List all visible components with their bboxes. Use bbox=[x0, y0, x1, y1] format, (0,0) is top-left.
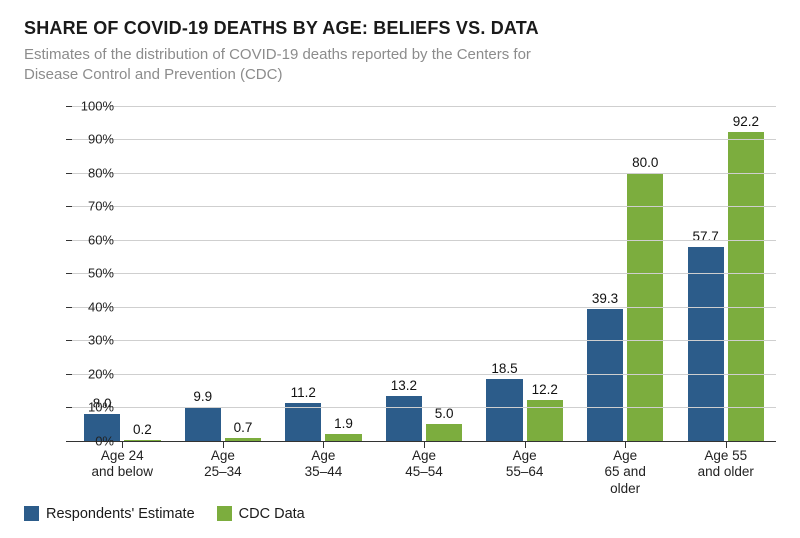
x-tick bbox=[726, 441, 727, 448]
y-axis-label: 30% bbox=[70, 333, 118, 348]
y-axis-label: 40% bbox=[70, 299, 118, 314]
bar-value-label: 1.9 bbox=[334, 416, 353, 431]
x-axis-label: Age35–44 bbox=[273, 442, 374, 500]
legend: Respondents' Estimate CDC Data bbox=[24, 506, 776, 522]
gridline bbox=[72, 307, 776, 308]
x-axis-label: Age 24and below bbox=[72, 442, 173, 500]
bar-value-label: 0.7 bbox=[234, 420, 253, 435]
x-axis-label: Age 55and older bbox=[675, 442, 776, 500]
chart-subtitle: Estimates of the distribution of COVID-1… bbox=[24, 45, 584, 86]
bar-value-label: 5.0 bbox=[435, 406, 454, 421]
y-axis-label: 70% bbox=[70, 199, 118, 214]
x-tick bbox=[323, 441, 324, 448]
y-axis-label: 90% bbox=[70, 132, 118, 147]
gridline bbox=[72, 340, 776, 341]
y-axis-label: 50% bbox=[70, 266, 118, 281]
y-axis-label: 80% bbox=[70, 165, 118, 180]
gridline bbox=[72, 273, 776, 274]
bar-estimate: 18.5 bbox=[486, 379, 522, 441]
bar-estimate: 57.7 bbox=[688, 247, 724, 440]
chart-title: SHARE OF COVID-19 DEATHS BY AGE: BELIEFS… bbox=[24, 18, 776, 39]
bar-estimate: 13.2 bbox=[386, 396, 422, 440]
legend-item: Respondents' Estimate bbox=[24, 506, 195, 522]
bar-value-label: 0.2 bbox=[133, 422, 152, 437]
gridline bbox=[72, 240, 776, 241]
legend-swatch bbox=[24, 506, 39, 521]
x-axis-label: Age45–54 bbox=[374, 442, 475, 500]
bar-value-label: 12.2 bbox=[532, 382, 558, 397]
y-axis-label: 60% bbox=[70, 232, 118, 247]
bar-cdc: 12.2 bbox=[527, 400, 563, 441]
bar-cdc: 0.2 bbox=[124, 440, 160, 441]
bar-value-label: 80.0 bbox=[632, 155, 658, 170]
bar-value-label: 39.3 bbox=[592, 291, 618, 306]
x-axis-label: Age55–64 bbox=[474, 442, 575, 500]
legend-swatch bbox=[217, 506, 232, 521]
bar-estimate: 11.2 bbox=[285, 403, 321, 441]
legend-item: CDC Data bbox=[217, 506, 305, 522]
bar-chart: 8.00.29.90.711.21.913.25.018.512.239.380… bbox=[24, 100, 776, 500]
x-tick bbox=[525, 441, 526, 448]
y-axis-label: 100% bbox=[70, 98, 118, 113]
x-tick bbox=[625, 441, 626, 448]
bar-cdc: 5.0 bbox=[426, 424, 462, 441]
gridline bbox=[72, 374, 776, 375]
legend-label: Respondents' Estimate bbox=[46, 506, 195, 522]
bar-value-label: 11.2 bbox=[291, 385, 316, 400]
y-axis-label: 10% bbox=[70, 400, 118, 415]
gridline bbox=[72, 139, 776, 140]
x-axis-label: Age25–34 bbox=[173, 442, 274, 500]
legend-label: CDC Data bbox=[239, 506, 305, 522]
x-axis-label: Age65 andolder bbox=[575, 442, 676, 500]
gridline bbox=[72, 407, 776, 408]
bar-value-label: 13.2 bbox=[391, 378, 417, 393]
bar-estimate: 39.3 bbox=[587, 309, 623, 441]
gridline bbox=[72, 106, 776, 107]
x-tick bbox=[223, 441, 224, 448]
x-tick bbox=[122, 441, 123, 448]
x-tick bbox=[424, 441, 425, 448]
bar-estimate: 9.9 bbox=[185, 407, 221, 440]
gridline bbox=[72, 206, 776, 207]
bar-cdc: 1.9 bbox=[325, 434, 361, 440]
bar-cdc: 0.7 bbox=[225, 438, 261, 440]
gridline bbox=[72, 173, 776, 174]
bar-value-label: 9.9 bbox=[193, 389, 212, 404]
y-axis-label: 20% bbox=[70, 366, 118, 381]
bar-cdc: 92.2 bbox=[728, 132, 764, 441]
bar-value-label: 92.2 bbox=[733, 114, 759, 129]
bar-value-label: 57.7 bbox=[692, 229, 718, 244]
